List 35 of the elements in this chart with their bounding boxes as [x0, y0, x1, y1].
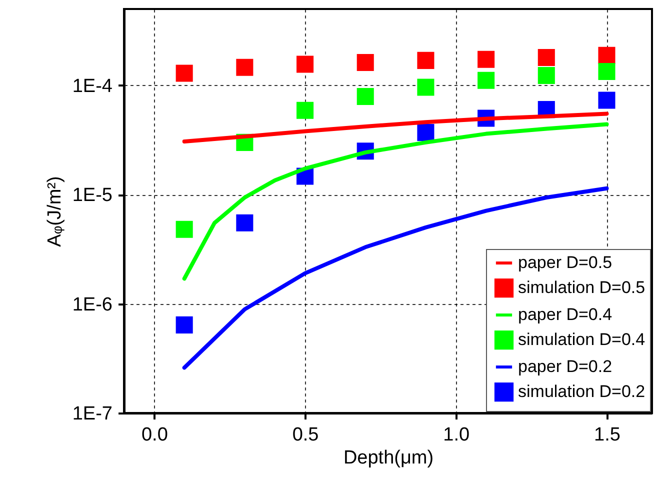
legend-label: paper D=0.2 — [518, 357, 612, 376]
point — [598, 62, 616, 80]
point — [478, 50, 495, 68]
x-tick-label: 0.0 — [141, 424, 168, 446]
x-tick-label: 1.5 — [594, 424, 620, 446]
point — [356, 54, 374, 71]
x-tick-label: 1.0 — [443, 424, 470, 446]
point — [417, 52, 434, 69]
x-axis-title: Depth(μm) — [343, 448, 434, 468]
point — [236, 58, 254, 76]
legend-label: paper D=0.4 — [518, 305, 612, 324]
legend-label: paper D=0.5 — [518, 253, 612, 272]
y-tick-label: 1E-6 — [72, 294, 112, 316]
point — [356, 88, 374, 106]
y-tick-label: 1E-7 — [72, 404, 112, 424]
y-tick-label: 1E-5 — [72, 185, 112, 206]
point — [176, 64, 193, 82]
point — [296, 102, 314, 119]
point — [598, 46, 616, 64]
point — [176, 316, 193, 334]
point — [598, 92, 616, 109]
legend-label: simulation D=0.5 — [518, 278, 646, 297]
point — [296, 56, 314, 73]
point — [176, 220, 193, 238]
point — [538, 48, 555, 66]
point — [417, 124, 434, 142]
point — [417, 78, 434, 96]
point — [236, 214, 254, 232]
y-axis-title: Aᵩ(J/m²) — [44, 176, 66, 247]
legend-label: simulation D=0.2 — [518, 382, 646, 401]
point — [478, 72, 495, 89]
point — [538, 67, 555, 84]
x-tick-label: 0.5 — [292, 424, 319, 446]
y-tick-label: 1E-4 — [72, 76, 113, 97]
legend-label: simulation D=0.4 — [518, 330, 646, 349]
